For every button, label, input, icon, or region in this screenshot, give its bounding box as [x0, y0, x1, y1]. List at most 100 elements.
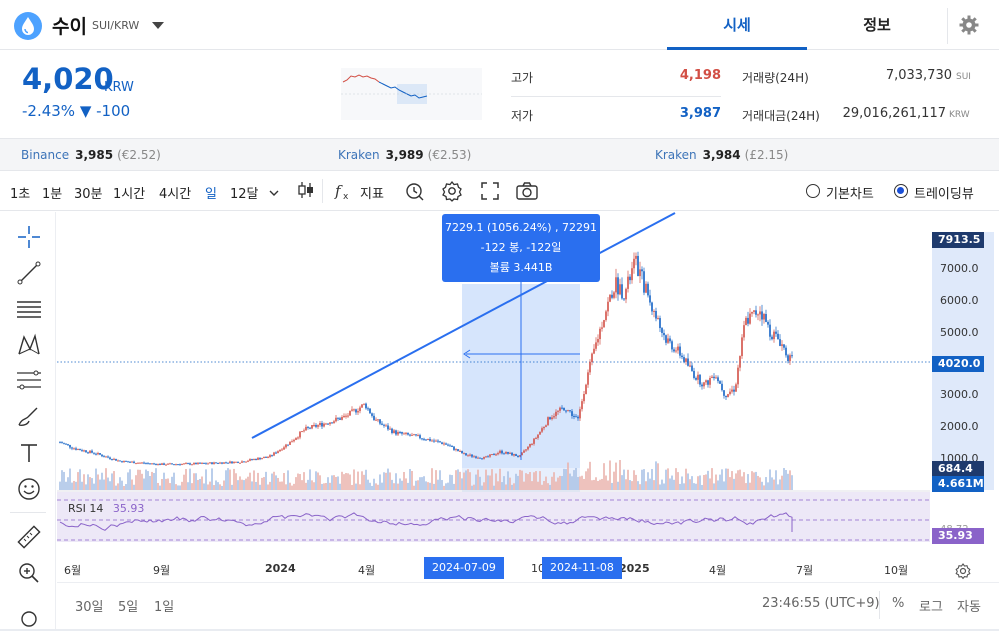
candlestick-icon[interactable] — [296, 179, 316, 205]
volume-bar — [703, 475, 705, 490]
volume-bar — [569, 473, 571, 490]
tab-info[interactable]: 정보 — [863, 16, 891, 34]
candle-body — [65, 443, 67, 445]
candle-body — [723, 390, 725, 396]
interval-1h[interactable]: 1시간 — [113, 187, 146, 202]
fib-retracement-icon[interactable] — [16, 368, 42, 394]
camera-icon[interactable] — [515, 179, 539, 207]
candle-body — [593, 348, 595, 354]
candle-body — [363, 403, 365, 405]
volume-bar — [245, 478, 247, 490]
volume-bar — [199, 478, 201, 490]
trend-line-icon[interactable] — [16, 260, 42, 286]
exchange-item[interactable]: Kraken 3,984 (£2.15) — [655, 148, 788, 162]
candle-body — [703, 382, 705, 387]
fullscreen-icon[interactable] — [478, 179, 502, 207]
text-icon[interactable] — [16, 440, 42, 466]
volume-bar — [529, 472, 531, 490]
candle-body — [247, 460, 249, 462]
clock-time[interactable]: 23:46:55 (UTC+9) — [762, 596, 880, 611]
rsi-period: 14 — [89, 502, 104, 515]
volume-bar — [139, 469, 141, 490]
settings-icon[interactable] — [954, 562, 972, 584]
candle-body — [765, 313, 767, 322]
exchange-item[interactable]: Binance 3,985 (€2.52) — [21, 148, 161, 162]
candle-body — [681, 355, 683, 358]
volume-bar — [297, 473, 299, 490]
chevron-down-icon[interactable] — [152, 22, 164, 29]
range-1d[interactable]: 1일 — [154, 600, 175, 615]
interval-1s[interactable]: 1초 — [10, 187, 31, 202]
tradingview-label[interactable]: 트레이딩뷰 — [914, 187, 974, 202]
interval-12mo[interactable]: 12달 — [230, 187, 259, 202]
exchange-name: Binance — [21, 148, 70, 162]
candle-body — [495, 454, 497, 456]
candle-body — [677, 346, 679, 351]
range-30d[interactable]: 30일 — [75, 600, 104, 615]
pattern-icon[interactable] — [16, 332, 42, 358]
candle-body — [135, 463, 137, 465]
volume-bar — [109, 481, 111, 490]
volume-bar — [523, 481, 525, 490]
range-5d[interactable]: 5일 — [118, 600, 139, 615]
volume-bar — [259, 484, 261, 490]
candle-body — [585, 384, 587, 394]
percent-toggle[interactable]: % — [892, 596, 905, 611]
auto-toggle[interactable]: 자동 — [957, 600, 981, 615]
exchange-item[interactable]: Kraken 3,989 (€2.53) — [338, 148, 471, 162]
volume-bar — [719, 474, 721, 490]
horizontal-lines-icon[interactable] — [16, 296, 42, 322]
volume-bar — [123, 485, 125, 490]
volume-bar — [613, 471, 615, 490]
crosshair-icon[interactable] — [16, 224, 42, 250]
candle-body — [97, 452, 99, 455]
interval-30m[interactable]: 30분 — [74, 187, 103, 202]
ruler-icon[interactable] — [16, 524, 42, 550]
volume-bar — [689, 479, 691, 490]
settings-icon[interactable] — [440, 179, 464, 207]
log-toggle[interactable]: 로그 — [919, 600, 943, 615]
interval-1d[interactable]: 일 — [205, 187, 217, 202]
volume-bar — [585, 471, 587, 490]
volume-bar — [183, 474, 185, 490]
zoom-in-icon[interactable] — [16, 560, 42, 586]
candle-body — [485, 456, 487, 458]
tab-quote[interactable]: 시세 — [667, 0, 807, 50]
basic-chart-radio[interactable] — [806, 184, 820, 198]
basic-chart-label[interactable]: 기본차트 — [826, 187, 874, 202]
candle-body — [469, 454, 471, 456]
volume-bar — [409, 469, 411, 490]
chevron-down-icon[interactable] — [268, 184, 280, 203]
gear-icon[interactable] — [958, 14, 980, 40]
volume-bar — [155, 468, 157, 490]
volume-bar — [113, 471, 115, 490]
coin-name[interactable]: 수이 — [52, 16, 87, 38]
alert-clock-icon[interactable] — [403, 179, 427, 207]
volume-bar — [403, 471, 405, 490]
volume-bar — [365, 469, 367, 490]
candle-body — [597, 339, 599, 343]
drawing-tools-panel — [0, 212, 56, 629]
candle-body — [197, 462, 199, 465]
tradingview-radio[interactable] — [894, 184, 908, 198]
candle-body — [781, 344, 783, 346]
indicator-button[interactable]: 지표 — [360, 187, 384, 202]
rsi-legend[interactable]: RSI 14 35.93 — [68, 502, 144, 515]
candle-body — [365, 403, 367, 409]
emoji-icon[interactable] — [16, 476, 42, 502]
volume-bar — [67, 477, 69, 490]
y-tick: 7000.0 — [940, 262, 979, 275]
brush-icon[interactable] — [16, 404, 42, 430]
candle-body — [605, 311, 607, 321]
magnet-icon[interactable] — [16, 607, 42, 627]
coin-pair[interactable]: SUI/KRW — [92, 19, 140, 32]
candle-body — [333, 421, 335, 424]
volume-bar — [193, 473, 195, 490]
candle-body — [421, 438, 423, 440]
volume-bar — [745, 483, 747, 490]
volume-bar — [391, 479, 393, 490]
volume-bar — [699, 475, 701, 490]
interval-4h[interactable]: 4시간 — [159, 187, 192, 202]
interval-1m[interactable]: 1분 — [42, 187, 63, 202]
